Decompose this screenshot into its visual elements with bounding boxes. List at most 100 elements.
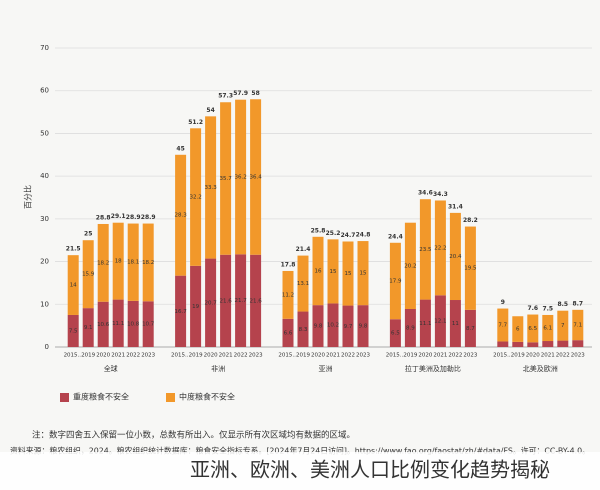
bar-segment [357, 241, 369, 306]
bar-segment [572, 340, 584, 347]
bar-segment [449, 300, 461, 347]
bar-segment [497, 341, 509, 347]
total-label: 24.8 [356, 232, 371, 239]
value-label: 6.5 [528, 326, 537, 332]
caption: 亚洲、欧洲、美洲人口比例变化趋势揭秘 [190, 458, 550, 482]
x-tick-label: 2023 [249, 353, 263, 359]
legend-label: 重度粮食不安全 [73, 392, 129, 402]
bar-segment [142, 301, 154, 347]
y-tick-label: 70 [40, 44, 49, 52]
total-label: 25 [84, 231, 92, 238]
bar-segment [250, 254, 262, 347]
x-tick-label: 2022 [126, 353, 140, 359]
bar-segment [557, 310, 569, 341]
x-tick-label: 2022 [234, 353, 248, 359]
bar-segment [357, 305, 369, 347]
x-tick-label: 2019 [189, 353, 203, 359]
bar-segment [190, 265, 202, 347]
total-label: 57.3 [218, 93, 233, 100]
value-label: 7.1 [573, 323, 582, 329]
x-tick-label: 2020 [526, 353, 540, 359]
value-label: 11 [452, 321, 459, 327]
bar-segment [497, 308, 509, 342]
total-label: 28.9 [126, 214, 141, 221]
x-tick-label: 2022 [556, 353, 570, 359]
bar-segment [449, 212, 461, 301]
bar-segment [97, 301, 109, 347]
bar-segment [342, 305, 354, 347]
bar-segment [82, 308, 94, 347]
total-label: 21.5 [66, 246, 81, 253]
group-label: 北美及欧洲 [523, 364, 558, 373]
total-label: 9 [501, 299, 505, 306]
legend-label: 中度粮食不安全 [179, 392, 235, 402]
value-label: 14 [70, 283, 77, 289]
bar-segment [205, 116, 217, 259]
bar-segment [112, 222, 124, 300]
value-label: 8.9 [406, 325, 415, 331]
bar-segment [434, 295, 446, 347]
total-label: 34.6 [418, 190, 433, 197]
value-label: 36.2 [234, 174, 246, 180]
bar-segment [404, 222, 416, 309]
bar-segment [404, 308, 416, 347]
x-tick-label: 2023 [463, 353, 477, 359]
bar-segment [175, 275, 187, 347]
bar-segment [527, 342, 539, 347]
y-tick-label: 20 [40, 258, 49, 266]
value-label: 18.2 [142, 260, 154, 266]
bar-segment [557, 340, 569, 347]
value-label: 20.4 [449, 254, 462, 260]
x-tick-label: 2021 [326, 353, 340, 359]
x-tick-label: 2015... [386, 353, 405, 359]
x-tick-label: 2020 [204, 353, 218, 359]
x-tick-label: 2019 [81, 353, 95, 359]
x-tick-label: 2019 [511, 353, 525, 359]
value-label: 10.2 [327, 323, 339, 329]
bar-segment [190, 128, 202, 266]
x-tick-label: 2021 [219, 353, 233, 359]
value-label: 18.1 [127, 260, 139, 266]
value-label: 11.1 [419, 321, 431, 327]
value-label: 21.7 [234, 298, 247, 304]
bar-segment [312, 305, 324, 347]
x-tick-label: 2015... [278, 353, 297, 359]
bar-segment [527, 314, 539, 343]
bar-segment [512, 341, 524, 347]
value-label: 6.5 [391, 331, 400, 337]
total-label: 31.4 [448, 203, 463, 210]
value-label: 18 [115, 259, 122, 265]
x-tick-label: 2023 [141, 353, 155, 359]
value-label: 11.2 [282, 292, 294, 298]
bar-segment [250, 99, 262, 255]
total-label: 34.3 [433, 191, 448, 198]
value-label: 7.7 [498, 323, 507, 329]
total-label: 8.5 [557, 301, 568, 308]
x-tick-label: 2022 [341, 353, 355, 359]
value-label: 9.8 [359, 324, 368, 330]
bar-segment [67, 314, 79, 347]
y-tick-label: 30 [40, 215, 49, 223]
bar-segment [97, 223, 109, 302]
bar-segment [175, 154, 187, 276]
bar-segment [512, 316, 524, 342]
bar-segment [127, 300, 139, 347]
total-label: 28.2 [463, 217, 478, 224]
value-label: 15 [360, 271, 367, 277]
bar-segment [342, 241, 354, 306]
bar-segment [464, 226, 476, 310]
value-label: 35.7 [219, 176, 232, 182]
value-label: 13.1 [297, 281, 309, 287]
total-label: 17.8 [281, 261, 296, 268]
total-label: 24.4 [388, 233, 403, 240]
value-label: 23.5 [419, 247, 432, 253]
y-tick-label: 10 [40, 300, 49, 308]
bar-segment [434, 200, 446, 296]
bar-segment [312, 236, 324, 306]
bar-segment [235, 254, 247, 347]
value-label: 9.7 [344, 324, 353, 330]
x-tick-label: 2020 [311, 353, 325, 359]
value-label: 6.1 [543, 325, 552, 331]
value-label: 8.7 [466, 326, 475, 332]
bar-segment [127, 223, 139, 301]
